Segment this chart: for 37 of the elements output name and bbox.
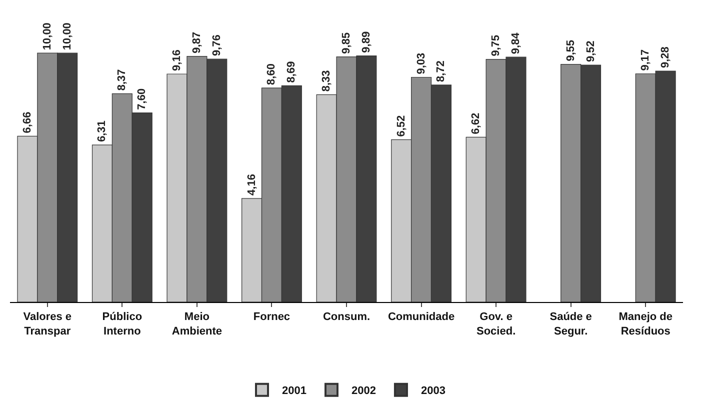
data-label: 4,16 xyxy=(246,174,258,196)
legend-label: 2002 xyxy=(351,385,376,398)
data-label: 9,89 xyxy=(360,31,372,53)
legend-label: 2001 xyxy=(282,385,306,398)
data-label: 9,16 xyxy=(171,50,183,72)
data-label: 9,85 xyxy=(340,32,352,54)
data-label: 8,33 xyxy=(320,70,333,92)
data-label: 9,75 xyxy=(490,34,502,56)
data-label: 6,66 xyxy=(21,112,34,134)
data-label: 9,52 xyxy=(584,40,597,62)
data-label: 9,17 xyxy=(640,49,652,71)
data-label: 7,60 xyxy=(136,88,148,110)
data-label: 9,84 xyxy=(510,32,522,54)
data-label: 9,03 xyxy=(415,52,428,74)
data-label: 8,37 xyxy=(116,69,128,91)
x-tick-label: Comunidade xyxy=(388,311,455,324)
x-tick-label: Saúde e Segur. xyxy=(550,311,592,338)
data-label: 8,60 xyxy=(266,64,278,85)
data-label: 9,87 xyxy=(190,32,203,54)
data-label: 10,00 xyxy=(41,22,54,50)
x-tick-label: Valores e Transpar xyxy=(23,311,72,338)
data-label: 8,69 xyxy=(286,61,298,83)
x-tick-label: Fornec xyxy=(253,311,290,324)
data-label: 9,76 xyxy=(210,34,223,56)
data-label: 6,31 xyxy=(96,120,108,142)
data-label: 6,62 xyxy=(470,112,482,134)
x-tick-label: Manejo de Resíduos xyxy=(618,311,673,338)
x-tick-label: Meio Ambiente xyxy=(172,311,222,338)
data-label: 9,28 xyxy=(660,46,672,68)
data-label: 9,55 xyxy=(564,40,577,62)
data-label: 10,00 xyxy=(61,22,74,50)
x-tick-label: Público Interno xyxy=(102,311,142,338)
data-label: 8,72 xyxy=(435,60,448,82)
x-tick-label: Gov. e Socied. xyxy=(476,311,516,338)
data-label: 6,52 xyxy=(395,115,408,137)
legend-label: 2003 xyxy=(420,385,446,398)
x-tick-label: Consum. xyxy=(322,311,370,324)
